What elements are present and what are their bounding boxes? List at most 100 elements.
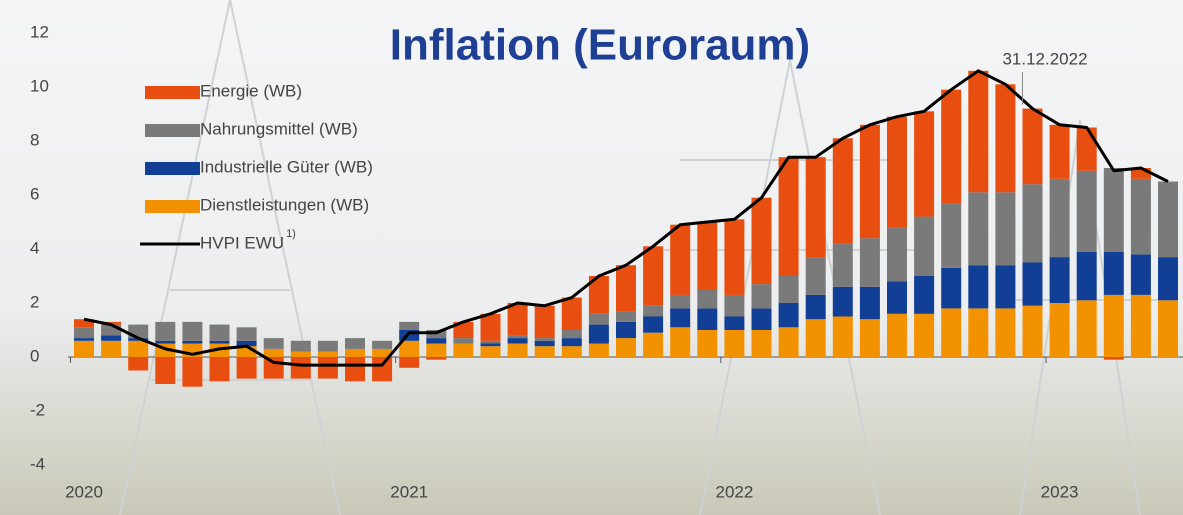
bar-segment [1022,305,1043,357]
bar-segment [480,343,501,347]
bar-segment [616,311,636,322]
bar-segment [209,357,230,382]
bar-segment [507,335,528,339]
bar-segment [290,351,311,357]
bar-segment [426,338,447,344]
bar-segment [859,238,880,287]
y-tick-label: -2 [30,400,45,419]
bar-segment [778,157,799,276]
bar-segment [263,338,284,349]
bar-segment [209,324,230,341]
bar-segment [561,330,582,339]
bar-segment [643,332,664,357]
legend-label: Energie (WB) [200,81,302,100]
bar-segment [1049,303,1070,357]
bar-segment [372,340,393,349]
bar-segment [561,338,582,347]
bar-segment [317,340,338,352]
bar-segment [995,192,1016,266]
bar-segment [155,340,176,344]
bar-segment [778,327,799,357]
bar-segment [670,327,691,357]
bar-segment [453,338,474,344]
bar-segment [724,219,745,295]
legend-note: 1) [286,228,296,240]
bar-segment [697,289,718,309]
y-tick-label: 0 [30,346,39,365]
legend-swatch [145,124,200,137]
bar-segment [372,348,393,357]
bar-segment [128,340,149,357]
bar-segment [263,348,284,357]
legend-label: Nahrungsmittel (WB) [200,119,358,138]
bar-segment [887,281,907,314]
bar-segment [128,357,149,371]
bar-segment [697,330,718,357]
bar-segment [1130,254,1151,295]
bar-segment [724,330,745,357]
bar-segment [859,319,880,357]
bar-segment [778,276,799,303]
bar-segment [914,276,935,314]
bar-segment [1103,168,1124,252]
x-tick-label: 2022 [715,482,753,501]
bar-segment [859,124,880,239]
bar-segment [480,346,501,357]
bar-segment [670,294,691,309]
bar-segment [751,284,772,309]
bar-segment [372,357,393,382]
bar-segment [643,246,664,306]
bar-segment [859,286,880,320]
bar-segment [101,324,122,336]
bar-segment [1103,357,1124,360]
bar-segment [832,243,853,287]
bar-segment [670,224,691,295]
legend-swatch [145,86,200,99]
bar-segment [697,222,718,290]
bar-segment [101,340,122,357]
bar-segment [941,89,962,204]
bar-segment [643,305,664,317]
bar-segment [534,338,555,341]
bar-segment [399,340,420,357]
bar-segment [1076,251,1097,301]
bar-segment [1022,262,1043,306]
bar-segment [236,346,257,357]
bar-segment [74,327,94,339]
bar-segment [399,321,420,330]
bar-segment [588,276,609,314]
bar-segment [507,303,528,336]
bar-segment [1158,300,1178,357]
bar-segment [74,340,94,357]
bar-segment [74,319,94,328]
bar-segment [1130,294,1151,357]
bar-segment [1158,181,1178,258]
annotation: 31.12.2022 [1002,49,1087,68]
bar-segment [941,267,962,309]
bar-segment [941,308,962,357]
chart-title: Inflation (Euroraum) [390,21,810,70]
bar-segment [345,338,365,349]
bar-segment [968,70,989,193]
bar-segment [209,340,230,344]
y-tick-label: 10 [30,76,49,95]
bar-segment [995,308,1016,357]
bar-segment [1049,178,1070,258]
bar-segment [317,351,338,357]
bar-segment [805,294,826,320]
bar-segment [1022,108,1043,185]
bar-segment [697,308,718,330]
hicp-line [83,69,1169,367]
legend-swatch [145,200,200,213]
y-tick-label: 6 [30,184,39,203]
bar-segment [182,340,203,344]
bar-segment [1076,300,1097,357]
y-tick-label: 12 [30,22,49,41]
y-tick-label: 2 [30,292,39,311]
bar-segment [832,138,853,244]
bar-segment [914,313,935,357]
bar-segment [155,357,176,384]
bar-segment [534,346,555,357]
legend-label: Industrielle Güter (WB) [200,157,373,176]
